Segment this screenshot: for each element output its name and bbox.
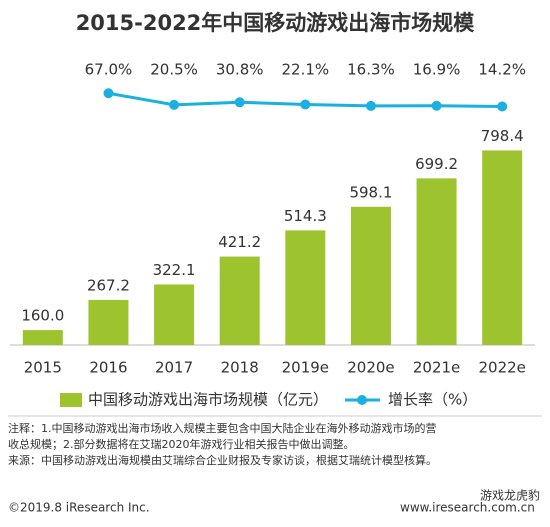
- x-tick-label: 2015: [24, 359, 62, 377]
- bar: [482, 150, 523, 345]
- legend-label: 增长率（%）: [388, 391, 477, 409]
- data-label: 30.8%: [216, 61, 264, 79]
- data-label: 16.3%: [347, 61, 395, 79]
- note: 收总规模；2.部分数据将在艾瑞2020年游戏行业相关报告中做出调整。: [8, 437, 355, 451]
- growth-point: [169, 99, 180, 110]
- growth-point: [103, 88, 114, 99]
- note: 注释：1.中国移动游戏出海市场收入规模主要包含中国大陆企业在海外移动游戏市场的营: [8, 421, 437, 435]
- x-tick-label: 2018: [221, 359, 259, 377]
- growth-point: [234, 97, 245, 108]
- copyright: ©2019.8 iResearch Inc.: [8, 501, 150, 515]
- x-tick-label: 2021e: [413, 359, 460, 377]
- bar: [285, 230, 326, 345]
- watermark: 游戏龙虎豹: [480, 488, 540, 503]
- data-label: 699.2: [415, 155, 458, 173]
- data-label: 16.9%: [413, 61, 461, 79]
- x-tick-label: 2016: [89, 359, 127, 377]
- data-label: 514.3: [284, 207, 327, 225]
- bar: [22, 330, 63, 345]
- legend-swatch: [60, 393, 82, 407]
- bar: [154, 284, 195, 345]
- bar: [350, 206, 391, 345]
- growth-point: [365, 100, 376, 111]
- note: 来源：中国移动游戏出海规模由艾瑞综合企业财报及专家访谈，根据艾瑞统计模型核算。: [8, 453, 437, 467]
- website: www.iresearch.com.cn: [400, 501, 535, 515]
- bar: [219, 256, 260, 345]
- data-label: 598.1: [349, 183, 392, 201]
- x-tick-label: 2017: [155, 359, 193, 377]
- growth-point: [300, 99, 311, 110]
- data-label: 322.1: [153, 261, 196, 279]
- growth-point: [497, 101, 508, 112]
- x-tick-label: 2019e: [282, 359, 329, 377]
- data-label: 20.5%: [150, 61, 198, 79]
- x-tick-label: 2022e: [478, 359, 525, 377]
- legend-label: 中国移动游戏出海市场规模（亿元）: [88, 391, 328, 409]
- x-tick-label: 2020e: [347, 359, 394, 377]
- data-label: 67.0%: [85, 61, 133, 79]
- legend-swatch: [357, 395, 367, 405]
- data-label: 22.1%: [281, 61, 329, 79]
- data-label: 421.2: [218, 233, 261, 251]
- data-label: 798.4: [481, 127, 524, 145]
- data-label: 14.2%: [478, 61, 526, 79]
- chart-title: 2015-2022年中国移动游戏出海市场规模: [76, 11, 476, 35]
- bar: [416, 178, 457, 345]
- bar: [88, 299, 129, 345]
- data-label: 267.2: [87, 276, 130, 294]
- data-label: 160.0: [21, 307, 64, 325]
- growth-point: [431, 100, 442, 111]
